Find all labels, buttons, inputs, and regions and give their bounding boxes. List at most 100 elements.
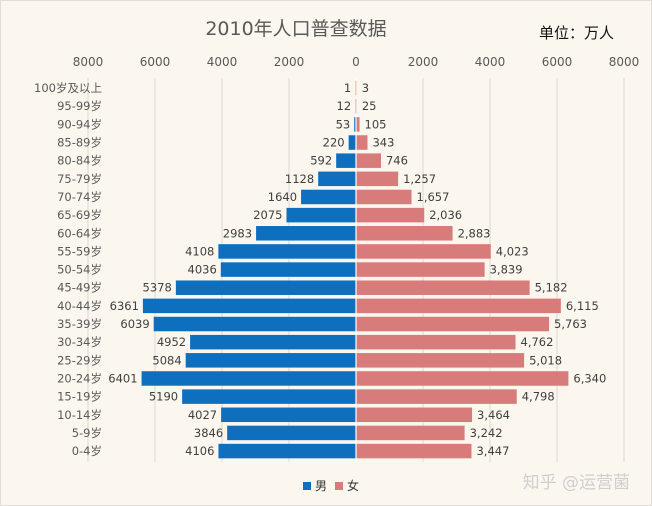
data-label-male: 3846 (194, 426, 223, 440)
category-label: 80-84岁 (57, 154, 102, 168)
bar-female (356, 334, 516, 350)
bar-male (175, 280, 356, 295)
bar-male (354, 117, 356, 132)
bar-female (356, 298, 561, 314)
data-label-female: 25 (362, 99, 377, 113)
data-label-male: 1 (344, 81, 351, 95)
data-label-male: 53 (336, 117, 351, 131)
data-label-male: 5190 (149, 390, 178, 404)
category-label: 50-54岁 (57, 263, 102, 277)
data-label-female: 2,036 (429, 208, 462, 222)
data-label-female: 3,242 (470, 426, 503, 440)
category-label: 100岁及以上 (34, 81, 102, 95)
chart-title: 2010年人口普查数据 (205, 18, 387, 40)
x-tick-label: 8000 (73, 55, 104, 69)
bar-female (356, 117, 360, 132)
data-label-female: 746 (386, 154, 408, 168)
bar-male (318, 171, 356, 187)
data-label-male: 2075 (253, 208, 282, 222)
category-label: 15-19岁 (57, 390, 102, 404)
data-label-female: 5,182 (535, 281, 568, 295)
data-label-male: 4108 (185, 244, 214, 258)
bar-female (356, 425, 465, 441)
bar-male (301, 189, 356, 205)
data-label-female: 105 (365, 117, 387, 131)
data-label-female: 4,762 (521, 335, 554, 349)
bar-male (141, 371, 356, 386)
bar-male (218, 443, 356, 459)
x-tick-label: 2000 (274, 55, 305, 69)
bar-male (336, 153, 356, 168)
bar-male (182, 389, 356, 404)
x-tick-label: 8000 (609, 55, 640, 69)
data-label-male: 6361 (110, 299, 139, 313)
data-label-female: 5,763 (554, 317, 587, 331)
x-tick-label: 6000 (140, 55, 171, 69)
data-label-male: 5084 (152, 353, 181, 367)
bar-female (356, 371, 569, 386)
category-label: 0-4岁 (72, 444, 102, 458)
bar-female (356, 207, 425, 223)
data-label-female: 5,018 (529, 353, 562, 367)
category-label: 75-79岁 (57, 172, 102, 186)
bar-female (356, 389, 517, 404)
category-label: 65-69岁 (57, 208, 102, 222)
data-label-female: 3,839 (490, 263, 523, 277)
bar-female (356, 443, 472, 459)
bar-male (286, 207, 356, 223)
data-label-female: 6,340 (573, 371, 606, 385)
data-label-male: 4027 (188, 408, 217, 422)
data-label-male: 5378 (143, 281, 172, 295)
bar-female (356, 226, 453, 241)
category-label: 25-29岁 (57, 353, 102, 367)
bar-female (356, 280, 530, 295)
category-label: 5-9岁 (72, 426, 102, 440)
bar-male (218, 244, 356, 259)
data-label-female: 3,447 (476, 444, 509, 458)
bar-female (356, 353, 525, 368)
category-label: 70-74岁 (57, 190, 102, 204)
data-label-male: 2983 (223, 226, 252, 240)
category-label: 20-24岁 (57, 371, 102, 385)
data-label-male: 4036 (188, 263, 217, 277)
data-label-male: 6039 (120, 317, 149, 331)
bar-male (185, 353, 356, 368)
bar-male (227, 425, 356, 441)
bar-female (356, 189, 412, 205)
bar-male (348, 135, 356, 150)
category-label: 40-44岁 (57, 299, 102, 313)
bar-male (221, 407, 356, 423)
bar-female (356, 135, 368, 150)
x-tick-label: 4000 (207, 55, 238, 69)
x-tick-label: 2000 (408, 55, 439, 69)
category-label: 85-89岁 (57, 136, 102, 150)
data-label-female: 2,883 (458, 226, 491, 240)
category-label: 45-49岁 (57, 281, 102, 295)
legend-label-male: 男 (315, 479, 328, 493)
legend-swatch-male (303, 481, 311, 490)
data-label-male: 6401 (108, 371, 137, 385)
bar-female (356, 407, 473, 423)
data-label-female: 343 (372, 136, 394, 150)
data-label-male: 12 (337, 99, 352, 113)
bar-male (220, 262, 356, 277)
data-label-female: 3 (362, 81, 369, 95)
bar-female (356, 316, 550, 332)
data-label-female: 3,464 (477, 408, 510, 422)
legend: 男 女 (303, 477, 359, 494)
category-label: 55-59岁 (57, 244, 102, 258)
legend-label-female: 女 (347, 479, 360, 493)
category-label: 95-99岁 (57, 99, 102, 113)
data-label-male: 220 (323, 136, 345, 150)
data-label-female: 1,257 (403, 172, 436, 186)
bar-female (356, 262, 485, 277)
data-label-female: 4,023 (496, 244, 529, 258)
data-label-male: 4106 (185, 444, 214, 458)
data-label-female: 1,657 (417, 190, 450, 204)
watermark: 知乎 @运营菌 (522, 473, 630, 493)
x-tick-label: 6000 (542, 55, 573, 69)
data-label-male: 4952 (157, 335, 186, 349)
category-label: 90-94岁 (57, 117, 102, 131)
bar-male (256, 226, 356, 241)
